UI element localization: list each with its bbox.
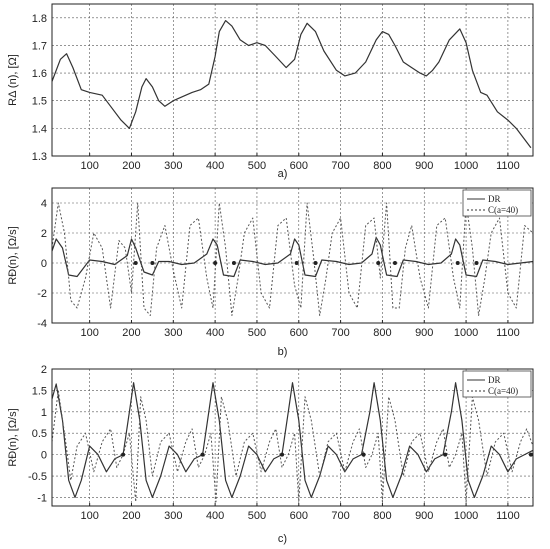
plot-area [52,4,533,156]
chart-caption: b) [278,346,288,358]
zero-marker [528,452,533,457]
zero-marker [231,261,236,265]
x-tick-label: 1000 [454,327,478,339]
zero-marker [361,452,366,457]
y-tick-label: 2 [41,364,47,376]
series-line-dr [51,382,534,498]
x-tick-label: 100 [80,160,98,172]
zero-marker [121,452,126,457]
y-tick-label: 1 [41,407,47,419]
plot-area [52,188,533,323]
x-tick-label: 800 [373,510,391,522]
x-tick-label: 600 [290,160,308,172]
y-tick-label: -2 [37,288,47,300]
x-tick-label: 100 [80,327,98,339]
x-tick-label: 400 [206,327,224,339]
zero-marker [443,452,448,457]
series-line-0 [51,20,532,149]
legend: DRC(a=40) [462,370,532,398]
chart-caption: c) [278,533,287,545]
x-tick-label: 1000 [454,510,478,522]
x-tick-label: 1100 [496,160,520,172]
y-axis-label: RĐ(n), [Ω/s] [7,408,19,466]
x-tick-label: 600 [290,510,308,522]
y-tick-label: 1.8 [32,13,47,25]
chart-a: 100 200 300 400 500 600 700 800 900 1000 1100 1.3 1.… [7,3,534,180]
zero-marker [213,261,218,265]
x-tick-label: 500 [248,510,266,522]
zero-marker [474,261,479,265]
x-tick-label: 400 [206,510,224,522]
plot-frame [51,3,534,157]
x-tick-label: 200 [122,510,140,522]
y-axis-label: RΔ (n), [Ω] [7,54,19,106]
y-tick-label: -0.5 [28,471,47,483]
legend-entry: C(a=40) [488,205,518,215]
plot-frame [51,368,534,507]
x-tick-label: 100 [80,510,98,522]
x-tick-label: 900 [415,160,433,172]
x-tick-label: 800 [373,160,391,172]
x-tick-label: 200 [122,160,140,172]
legend: DRC(a=40) [462,189,532,217]
zero-marker [150,261,155,265]
zero-marker [294,261,299,265]
x-tick-label: 1100 [496,510,520,522]
zero-marker [376,261,381,265]
x-tick-label: 500 [248,160,266,172]
y-tick-label: -4 [37,318,47,330]
y-tick-label: 2 [41,228,47,240]
legend-box [462,370,532,398]
x-tick-label: 700 [331,160,349,172]
y-tick-label: -1 [37,492,47,504]
y-tick-label: 0 [41,450,47,462]
x-tick-label: 600 [290,327,308,339]
zero-marker [200,452,205,457]
y-tick-label: 1.3 [32,151,47,163]
y-tick-label: 4 [41,198,47,210]
x-tick-label: 300 [164,327,182,339]
x-tick-label: 700 [331,510,349,522]
legend-box [462,189,532,217]
series-line-ca40 [51,389,534,503]
y-axis-label: RĐ(n), [Ω/s] [7,226,19,284]
zero-marker [280,452,285,457]
y-tick-label: 1.5 [32,385,47,397]
legend-entry: DR [488,194,501,204]
legend-entry: C(a=40) [488,386,518,396]
x-tick-label: 700 [331,327,349,339]
x-tick-label: 300 [164,510,182,522]
x-tick-label: 400 [206,160,224,172]
x-tick-label: 500 [248,327,266,339]
plot-area [52,369,533,506]
y-tick-label: 1.5 [32,96,47,108]
x-tick-label: 900 [415,510,433,522]
x-tick-label: 300 [164,160,182,172]
chart-b: 100 200 300 400 500 600 700 800 900 1000 1100 -4 -2 0… [7,187,534,358]
y-tick-label: 1.7 [32,40,47,52]
zero-marker [455,261,460,265]
plot-frame [51,187,534,324]
y-tick-label: 1.4 [32,123,47,135]
chart-c: 100 200 300 400 500 600 700 800 900 1000 1100 -1 -0.… [7,364,534,545]
x-tick-label: 900 [415,327,433,339]
zero-marker [392,261,397,265]
series-line-ca40 [51,202,534,316]
x-tick-label: 200 [122,327,140,339]
x-tick-label: 1100 [496,327,520,339]
zero-marker [313,261,318,265]
y-tick-label: 0 [41,258,47,270]
y-tick-label: 1.6 [32,68,47,80]
legend-entry: DR [488,375,501,385]
series-line-dr [51,236,534,278]
x-tick-label: 800 [373,327,391,339]
y-tick-label: 0.5 [32,428,47,440]
chart-caption: a) [278,168,288,180]
zero-marker [133,261,138,265]
x-tick-label: 1000 [454,160,478,172]
